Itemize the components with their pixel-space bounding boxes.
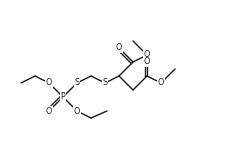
Text: S: S (74, 79, 79, 87)
Text: P: P (60, 93, 65, 102)
Text: S: S (102, 79, 107, 87)
Text: O: O (46, 79, 52, 87)
Text: O: O (143, 51, 149, 59)
Text: O: O (46, 106, 52, 116)
Text: O: O (143, 58, 149, 66)
Text: O: O (73, 106, 80, 116)
Text: O: O (157, 79, 164, 87)
Text: O: O (115, 44, 122, 52)
